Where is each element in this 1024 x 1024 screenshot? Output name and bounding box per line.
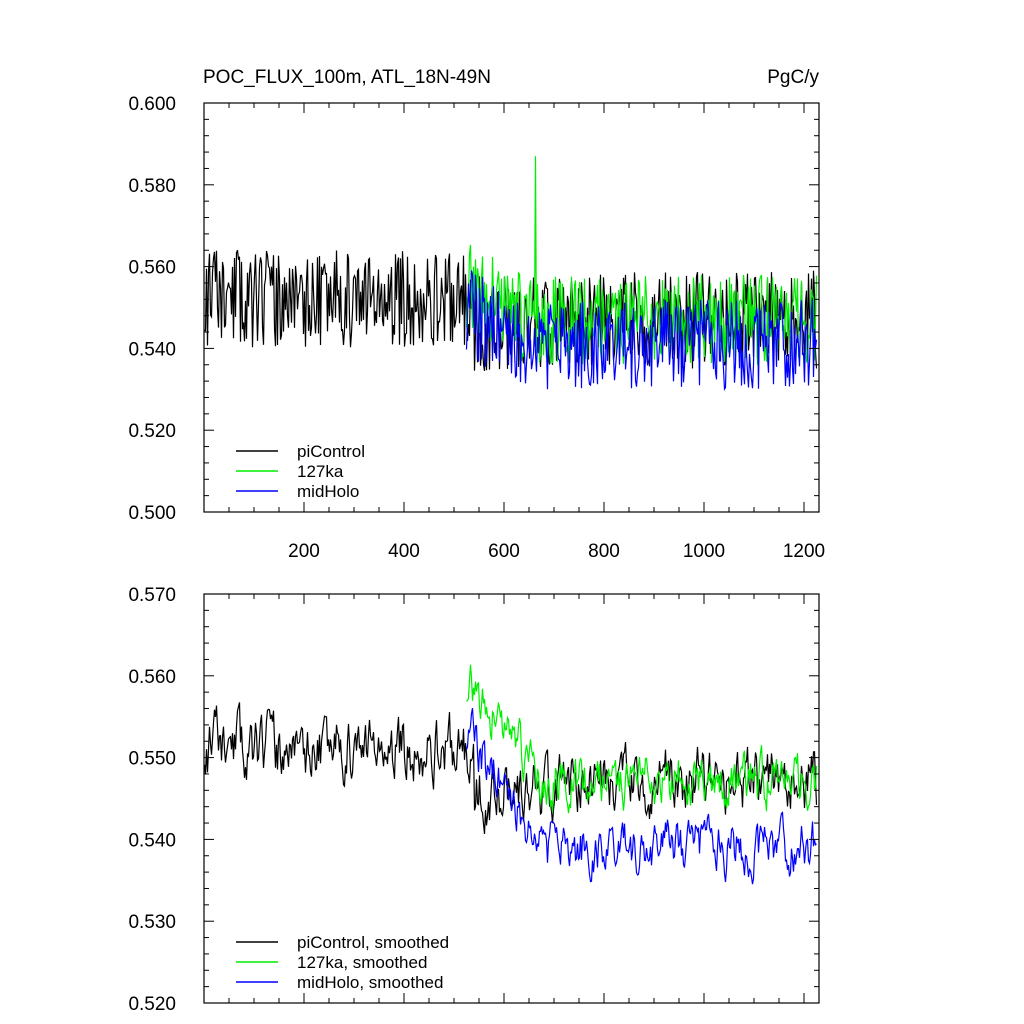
x-tick-label: 1000: [683, 541, 725, 562]
smoothed-plot-frame: [203, 593, 820, 1004]
x-tick-label: 400: [388, 541, 420, 562]
smoothed-axis-ticks: 0.520 0.530 0.540 0.550 0.560 0.570: [128, 585, 819, 1015]
x-tick-label: 200: [288, 541, 320, 562]
y-tick-label: 0.570: [128, 585, 176, 606]
y-tick-label: 0.560: [128, 258, 176, 279]
y-tick-label: 0.580: [128, 176, 176, 197]
series-line-0: [203, 702, 818, 835]
y-tick-label: 0.550: [128, 749, 176, 770]
legend-label-1: 127ka: [297, 462, 344, 481]
smoothed-series-group: [203, 664, 818, 885]
y-tick-label: 0.560: [128, 667, 176, 688]
y-tick-label: 0.540: [128, 830, 176, 851]
y-tick-label: 0.600: [128, 94, 176, 115]
raw-series-group: [204, 156, 818, 391]
legend-label-2: midHolo: [297, 482, 359, 501]
y-tick-label: 0.540: [128, 339, 176, 360]
y-tick-label: 0.520: [128, 421, 176, 442]
x-tick-label: 600: [488, 541, 520, 562]
chart-title: POC_FLUX_100m, ATL_18N-49N: [203, 67, 491, 88]
legend-label-1: 127ka, smoothed: [297, 953, 427, 972]
x-tick-label: 800: [588, 541, 620, 562]
legend-label-2: midHolo, smoothed: [297, 973, 443, 992]
series-line-1: [466, 664, 818, 814]
y-tick-label: 0.530: [128, 912, 176, 933]
y-tick-label: 0.520: [128, 994, 176, 1015]
legend-label-0: piControl: [297, 442, 365, 461]
units-label: PgC/y: [767, 67, 819, 88]
x-tick-label: 1200: [783, 541, 825, 562]
raw-plot-frame: [203, 102, 820, 513]
legend-label-0: piControl, smoothed: [297, 933, 449, 952]
raw-axis-ticks: 0.500 0.520 0.540 0.560 0.580 0.600 200 400 600 8…: [128, 94, 825, 562]
smoothed-chart: 0.520 0.530 0.540 0.550 0.560 0.570 piControl…: [128, 585, 820, 1015]
series-line-2: [465, 270, 818, 391]
y-tick-label: 0.500: [128, 503, 176, 524]
series-line-2: [465, 707, 817, 885]
raw-chart: POC_FLUX_100m, ATL_18N-49N PgC/y 0.5000.…: [128, 67, 825, 562]
